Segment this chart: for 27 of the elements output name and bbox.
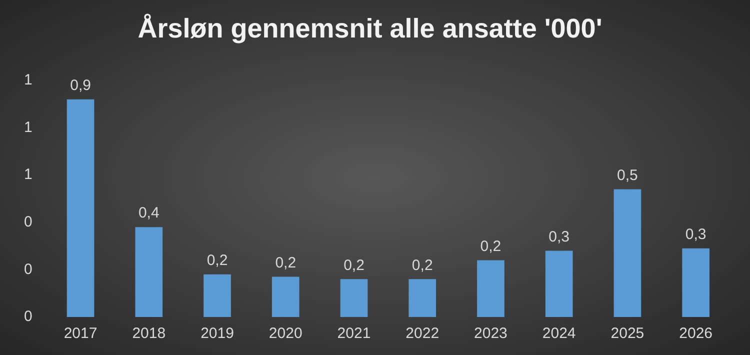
data-label: 0,2: [344, 256, 364, 274]
data-label: 0,4: [138, 204, 160, 222]
x-tick-label: 2020: [268, 325, 302, 342]
y-tick-label: 0: [24, 214, 32, 230]
x-tick-label: 2018: [132, 325, 166, 342]
x-tick-label: 2025: [610, 325, 644, 342]
data-label: 0,2: [480, 238, 502, 255]
data-label: 0,2: [275, 254, 296, 272]
y-tick-label: 0: [24, 260, 32, 278]
data-label: 0,2: [412, 256, 433, 274]
x-tick-label: 2021: [337, 325, 371, 342]
x-tick-label: 2023: [474, 325, 508, 342]
data-label: 0,3: [685, 226, 706, 244]
x-tick-label: 2022: [406, 325, 440, 342]
y-tick-label: 1: [24, 118, 32, 136]
y-tick-label: 0: [24, 308, 32, 326]
data-label: 0,2: [206, 252, 228, 270]
y-tick-label: 1: [24, 72, 32, 89]
data-label: 0,3: [548, 228, 570, 246]
x-tick-label: 2026: [679, 325, 713, 342]
x-tick-label: 2017: [64, 325, 98, 342]
data-label: 0,9: [70, 76, 91, 94]
x-tick-label: 2024: [542, 325, 576, 342]
data-label: 0,5: [617, 166, 638, 184]
x-tick-label: 2019: [200, 325, 234, 342]
y-tick-label: 1: [24, 166, 32, 184]
chart-title: Årsløn gennemsnit alle ansatte '000': [138, 14, 602, 44]
